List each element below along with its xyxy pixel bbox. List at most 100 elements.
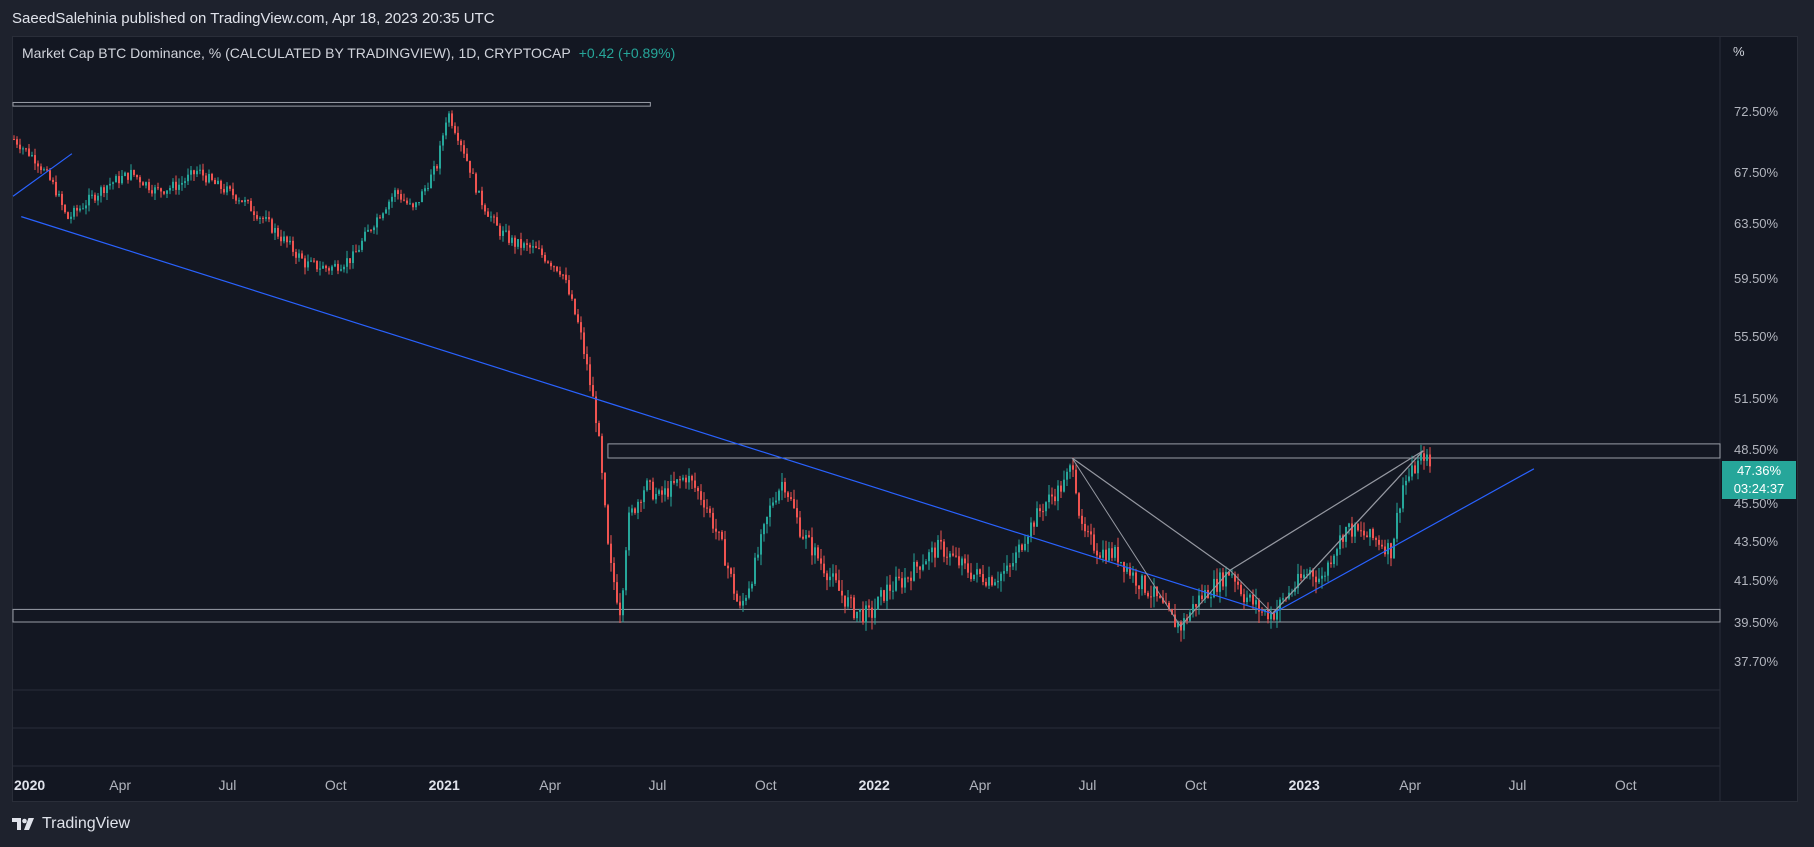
- candle-body: [877, 596, 879, 610]
- candle-body: [391, 196, 393, 202]
- candle-body: [67, 212, 69, 219]
- candle-body: [454, 125, 456, 133]
- candle-body: [238, 200, 240, 202]
- candle-body: [340, 269, 342, 271]
- candle-body: [334, 263, 336, 267]
- candle-body: [673, 481, 675, 483]
- chart-legend[interactable]: Market Cap BTC Dominance, % (CALCULATED …: [22, 45, 675, 61]
- y-tick-label: 37.70%: [1734, 654, 1779, 669]
- trend-drawings: [12, 153, 1535, 628]
- candle-body: [1234, 574, 1236, 582]
- candle-body: [193, 170, 195, 175]
- candle-body: [490, 216, 492, 218]
- candle-body: [328, 268, 330, 271]
- candle-body: [613, 563, 615, 583]
- candle-body: [898, 576, 900, 579]
- candle-body: [310, 260, 312, 262]
- x-tick-label: Oct: [325, 777, 347, 793]
- candle-body: [952, 553, 954, 556]
- candle-body: [1321, 575, 1323, 579]
- candle-body: [466, 153, 468, 161]
- y-axis-unit: %: [1733, 44, 1745, 59]
- candle-body: [1117, 546, 1119, 563]
- candle-body: [1207, 589, 1209, 599]
- candle-body: [1021, 544, 1023, 551]
- candle-body: [94, 194, 96, 201]
- candle-body: [931, 547, 933, 553]
- candle-body: [616, 582, 618, 603]
- y-axis[interactable]: % 72.50% 67.50% 63.50% 59.50% 55.50% 51.50% 48.…: [1733, 44, 1779, 669]
- candle-body: [643, 490, 645, 503]
- candle-body: [940, 539, 942, 542]
- candle-body: [823, 563, 825, 574]
- candle-body: [43, 169, 45, 171]
- candle-body: [205, 175, 207, 183]
- candle-body: [901, 578, 903, 588]
- pattern-diagonal: [1271, 450, 1424, 615]
- candle-body: [1042, 511, 1044, 513]
- candle-body: [1099, 555, 1101, 558]
- candle-body: [883, 590, 885, 601]
- x-axis[interactable]: 2020 Apr Jul Oct 2021 Apr Jul Oct 2022 Apr Jul Oct 2…: [14, 777, 1637, 793]
- candle-body: [247, 200, 249, 202]
- candle-body: [1048, 494, 1050, 503]
- y-tick-label: 48.50%: [1734, 442, 1779, 457]
- candle-body: [415, 202, 417, 208]
- candle-body: [274, 227, 276, 233]
- candle-body: [325, 265, 327, 269]
- candle-body: [31, 155, 33, 157]
- candle-body: [1357, 524, 1359, 531]
- candle-body: [634, 508, 636, 513]
- candle-body: [541, 248, 543, 255]
- candle-body: [211, 174, 213, 180]
- x-tick-label: Jul: [1508, 777, 1526, 793]
- candle-body: [1312, 569, 1314, 577]
- candle-body: [376, 217, 378, 228]
- candle-body: [1390, 543, 1392, 559]
- candle-body: [337, 263, 339, 271]
- candle-body: [478, 190, 480, 193]
- candle-body: [49, 170, 51, 180]
- candle-body: [832, 573, 834, 577]
- candle-body: [268, 217, 270, 220]
- candle-body: [1369, 529, 1371, 538]
- candlestick-series: [13, 110, 1431, 642]
- candle-body: [127, 172, 129, 180]
- candle-body: [958, 556, 960, 566]
- candle-body: [1372, 529, 1374, 539]
- candle-body: [916, 561, 918, 567]
- candle-body: [964, 558, 966, 564]
- candle-body: [691, 475, 693, 481]
- candle-body: [1249, 594, 1251, 598]
- candle-body: [946, 556, 948, 558]
- candle-body: [688, 475, 690, 483]
- candle-body: [1258, 600, 1260, 612]
- chart-frame[interactable]: [12, 36, 1798, 802]
- candle-body: [166, 190, 168, 194]
- x-tick-label: Jul: [648, 777, 666, 793]
- candle-body: [196, 170, 198, 175]
- candle-body: [202, 169, 204, 176]
- candle-body: [571, 294, 573, 299]
- candle-body: [178, 184, 180, 190]
- candle-body: [271, 219, 273, 233]
- candle-body: [1336, 549, 1338, 556]
- candle-body: [100, 187, 102, 196]
- candle-body: [676, 479, 678, 483]
- candle-body: [112, 182, 114, 184]
- x-tick-label: 2020: [14, 777, 45, 793]
- candle-body: [601, 436, 603, 473]
- candle-body: [1339, 535, 1341, 550]
- candle-body: [694, 480, 696, 488]
- candle-body: [835, 573, 837, 581]
- y-tick-label: 41.50%: [1734, 573, 1779, 588]
- candle-body: [1132, 572, 1134, 576]
- candle-body: [1138, 585, 1140, 590]
- candle-body: [1018, 544, 1020, 553]
- candle-body: [748, 588, 750, 598]
- candle-body: [34, 155, 36, 164]
- brand-logo[interactable]: TradingView: [12, 815, 130, 833]
- candle-body: [367, 229, 369, 232]
- candle-body: [1330, 562, 1332, 565]
